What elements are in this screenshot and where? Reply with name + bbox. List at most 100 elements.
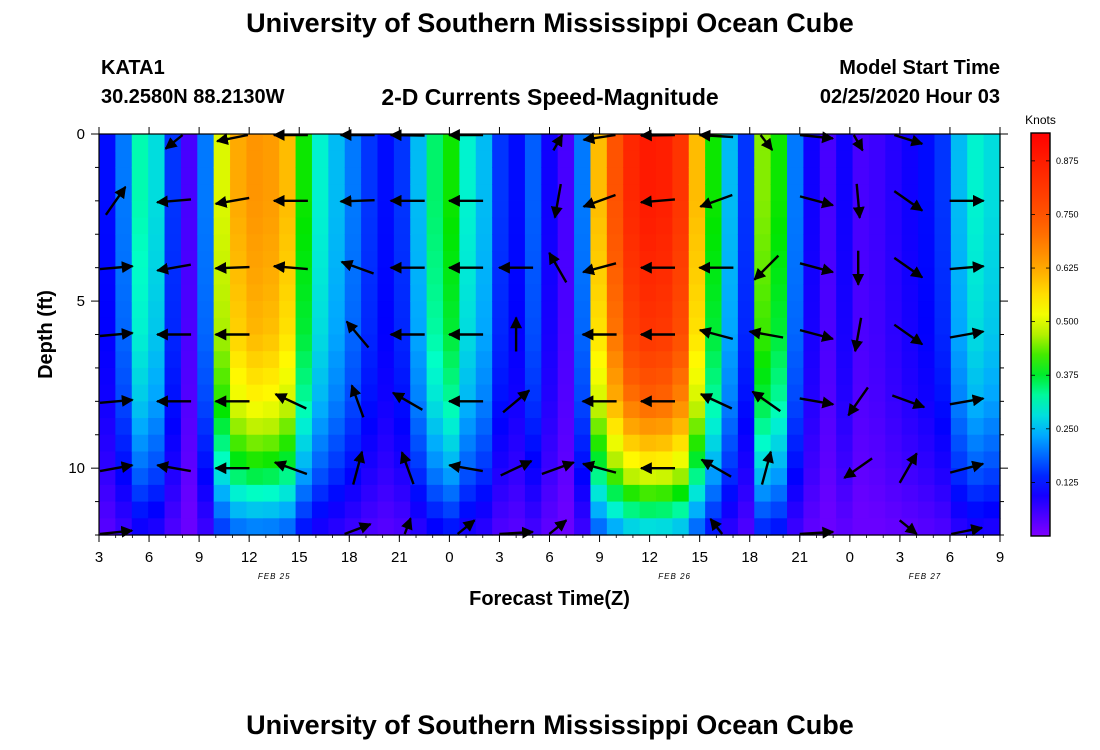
heatmap-cell <box>115 267 133 285</box>
heatmap-cell <box>393 317 411 336</box>
heatmap-cell <box>246 484 264 503</box>
heatmap-cell <box>688 334 706 352</box>
heatmap-cell <box>688 484 706 503</box>
heatmap-cell <box>393 334 411 352</box>
heatmap-cell <box>492 451 510 469</box>
heatmap-cell <box>754 418 772 436</box>
current-vector-arrow <box>550 183 563 219</box>
heatmap-cell <box>279 234 297 252</box>
heatmap-cell <box>164 418 182 436</box>
heatmap-cell <box>361 267 379 285</box>
heatmap-cell <box>197 334 215 352</box>
heatmap-cell <box>508 134 526 152</box>
heatmap-cell <box>590 468 608 486</box>
heatmap-cell <box>279 518 297 536</box>
current-vector-arrow <box>891 394 926 410</box>
heatmap-cell <box>377 401 395 419</box>
heatmap-cell <box>426 167 444 185</box>
heatmap-cell <box>541 301 559 319</box>
heatmap-cell <box>885 501 903 519</box>
heatmap-cell <box>426 284 444 302</box>
current-vector-arrow <box>843 457 873 479</box>
heatmap-cell <box>737 234 755 252</box>
heatmap-cell <box>377 200 395 219</box>
heatmap-cell <box>262 451 280 469</box>
heatmap-cell <box>770 334 788 352</box>
heatmap-cell <box>655 317 673 336</box>
heatmap-cell <box>410 434 428 453</box>
heatmap-cell <box>426 184 444 202</box>
heatmap-cell <box>115 167 133 185</box>
heatmap-cell <box>295 167 313 185</box>
heatmap-cell <box>99 401 116 419</box>
heatmap-cell <box>918 150 936 169</box>
heatmap-cell <box>508 434 526 453</box>
heatmap-cell <box>983 367 1001 386</box>
heatmap-cell <box>639 518 657 536</box>
heatmap-cell <box>230 317 248 336</box>
heatmap-cell <box>492 200 510 219</box>
heatmap-cell <box>459 134 477 152</box>
heatmap-cell <box>99 301 116 319</box>
heatmap-cell <box>311 200 329 219</box>
heatmap-cell <box>885 351 903 369</box>
heatmap-cell <box>606 434 624 453</box>
heatmap-cell <box>770 184 788 202</box>
heatmap-cell <box>164 351 182 369</box>
heatmap-cell <box>328 250 346 269</box>
y-tick-label: 0 <box>77 126 85 143</box>
heatmap-cell <box>426 401 444 419</box>
heatmap-cell <box>197 434 215 453</box>
current-vector-arrow <box>448 461 484 473</box>
heatmap-cell <box>443 434 460 453</box>
heatmap-cell <box>655 334 673 352</box>
heatmap-cell <box>787 301 805 319</box>
heatmap-cell <box>541 418 559 436</box>
heatmap-cell <box>344 234 362 252</box>
heatmap-cell <box>672 184 690 202</box>
heatmap-cell <box>230 217 248 235</box>
heatmap-cell <box>99 518 116 536</box>
heatmap-cell <box>983 134 1001 152</box>
heatmap-cell <box>721 351 739 369</box>
heatmap-cell <box>672 150 690 169</box>
heatmap-cell <box>475 301 493 319</box>
heatmap-cell <box>475 217 493 235</box>
heatmap-cell <box>426 468 444 486</box>
heatmap-cell <box>410 484 428 503</box>
heatmap-cell <box>967 401 985 419</box>
heatmap-cell <box>361 217 379 235</box>
heatmap-cell <box>328 184 346 202</box>
heatmap-cell <box>852 184 870 202</box>
heatmap-cell <box>557 334 575 352</box>
heatmap-cell <box>623 501 641 519</box>
heatmap-cell <box>672 200 690 219</box>
heatmap-cell <box>672 484 690 503</box>
heatmap-cell <box>590 301 608 319</box>
heatmap-cell <box>868 150 886 169</box>
heatmap-cell <box>344 334 362 352</box>
heatmap-cell <box>197 351 215 369</box>
heatmap-cell <box>934 418 952 436</box>
heatmap-cell <box>983 301 1001 319</box>
heatmap-cell <box>819 484 837 503</box>
heatmap-cell <box>852 234 870 252</box>
heatmap-cell <box>164 317 182 336</box>
heatmap-cell <box>672 334 690 352</box>
heatmap-cell <box>705 301 723 319</box>
heatmap-cell <box>852 468 870 486</box>
heatmap-cell <box>557 184 575 202</box>
heatmap-cell <box>606 501 624 519</box>
heatmap-cell <box>180 501 198 519</box>
heatmap-cell <box>311 518 329 536</box>
heatmap-cell <box>148 200 166 219</box>
heatmap-cell <box>803 234 821 252</box>
heatmap-cell <box>492 317 510 336</box>
heatmap-cell <box>99 434 116 453</box>
heatmap-cell <box>737 284 755 302</box>
heatmap-cell <box>99 134 116 152</box>
heatmap-cell <box>344 134 362 152</box>
heatmap-cell <box>803 301 821 319</box>
heatmap-cell <box>721 267 739 285</box>
x-tick-label: 3 <box>495 549 503 566</box>
